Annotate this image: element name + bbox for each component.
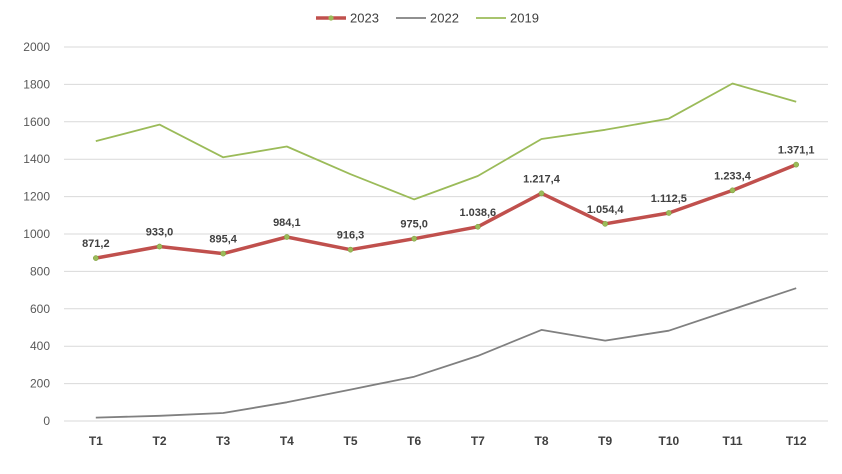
- x-tick-label: T3: [216, 434, 230, 448]
- data-point-2023: [602, 220, 609, 227]
- series-line-2019: [95, 82, 797, 201]
- y-tick-label: 600: [30, 302, 50, 316]
- y-tick-label: 1800: [23, 77, 50, 91]
- chart-legend: 2023 2022 2019: [316, 11, 539, 26]
- y-tick-label: 800: [30, 264, 50, 278]
- x-tick-label: T12: [786, 434, 807, 448]
- data-point-2023: [729, 187, 736, 194]
- legend-marker-2023: [328, 15, 334, 21]
- x-tick-label: T6: [407, 434, 421, 448]
- data-label: 975,0: [400, 219, 428, 231]
- data-point-2023: [474, 223, 481, 230]
- data-label: 1.038,6: [459, 207, 496, 219]
- y-axis: 0 200 400 600 800 1000 1200 1400 1600 1800 2000: [23, 40, 50, 428]
- x-tick-label: T1: [89, 434, 103, 448]
- x-tick-label: T8: [534, 434, 548, 448]
- data-point-2023: [283, 234, 290, 240]
- data-label: 1.233,4: [714, 170, 752, 182]
- data-label: 1.112,5: [651, 193, 687, 205]
- data-label: 1.054,4: [587, 204, 625, 216]
- data-label: 984,1: [273, 217, 301, 229]
- legend-label-2019: 2019: [510, 11, 539, 26]
- data-point-2023: [665, 210, 672, 216]
- series-lines: [92, 82, 800, 419]
- data-point-2023: [411, 235, 418, 242]
- data-label: 871,2: [82, 238, 110, 250]
- legend-label-2022: 2022: [430, 11, 459, 26]
- legend-label-2023: 2023: [350, 11, 379, 26]
- data-label: 895,4: [209, 234, 237, 246]
- data-point-2023: [538, 190, 545, 197]
- data-labels: 871,2 933,0 895,4 984,1 916,3 975,0 1.038,6 1.2…: [82, 145, 814, 250]
- x-tick-label: T11: [722, 434, 742, 448]
- y-tick-label: 1000: [23, 227, 50, 241]
- x-tick-label: T7: [471, 434, 485, 448]
- data-point-2023: [793, 161, 800, 168]
- x-tick-label: T5: [343, 434, 357, 448]
- data-point-2023: [347, 246, 354, 253]
- x-tick-label: T2: [152, 434, 166, 448]
- data-point-2023: [156, 243, 163, 250]
- x-axis: T1 T2 T3 T4 T5 T6 T7 T8 T9 T10 T11 T12: [89, 434, 807, 448]
- data-point-2023: [220, 250, 227, 257]
- series-line-2023: [95, 162, 797, 260]
- y-tick-label: 1600: [23, 115, 50, 129]
- data-label: 916,3: [337, 230, 365, 242]
- data-point-2023: [92, 255, 99, 261]
- x-tick-label: T4: [280, 434, 294, 448]
- y-tick-label: 400: [30, 339, 50, 353]
- data-label: 1.371,1: [778, 145, 815, 157]
- data-label: 1.217,4: [523, 173, 561, 185]
- x-tick-label: T9: [598, 434, 612, 448]
- x-tick-label: T10: [658, 434, 679, 448]
- y-tick-label: 200: [30, 377, 50, 391]
- y-tick-label: 0: [43, 414, 50, 428]
- series-line-2022: [95, 287, 797, 419]
- data-label: 933,0: [146, 227, 174, 239]
- y-tick-label: 1400: [23, 152, 50, 166]
- y-tick-label: 1200: [23, 190, 50, 204]
- gridlines: [64, 46, 828, 422]
- y-tick-label: 2000: [23, 40, 50, 54]
